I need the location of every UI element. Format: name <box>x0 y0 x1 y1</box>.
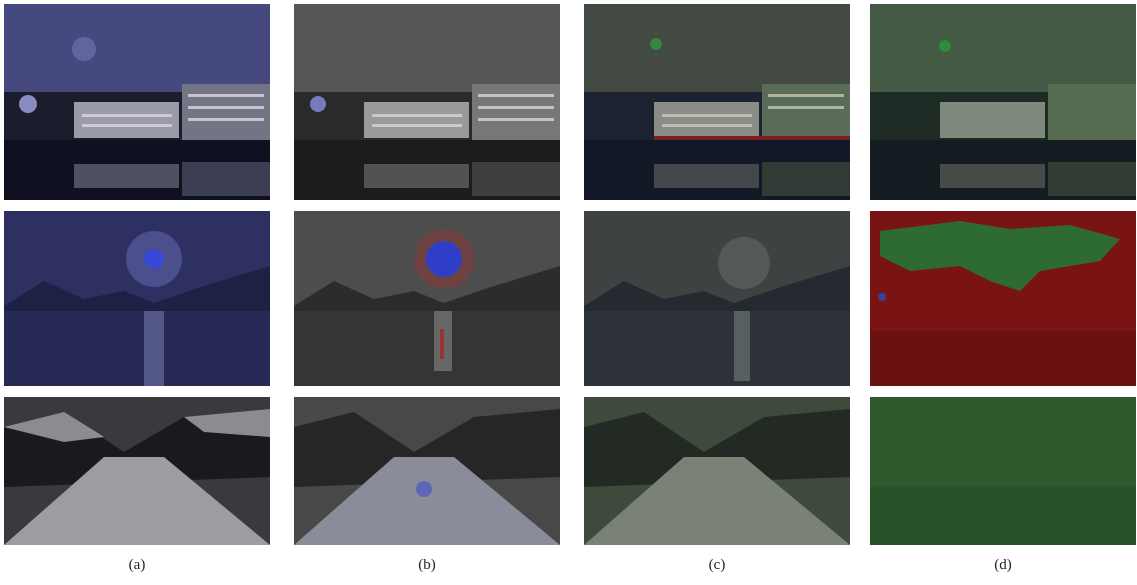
image-row2-c <box>584 211 850 386</box>
image-row3-a <box>4 397 270 545</box>
column-label-a: (a) <box>128 557 146 573</box>
image-row1-b <box>294 4 560 200</box>
column-label-d: (d) <box>994 557 1012 573</box>
image-row3-d <box>870 397 1136 545</box>
image-row1-d <box>870 4 1136 200</box>
image-row1-a <box>4 4 270 200</box>
column-label-b: (b) <box>418 557 436 573</box>
image-row3-c <box>584 397 850 545</box>
image-row2-a <box>4 211 270 386</box>
image-row2-d <box>870 211 1136 386</box>
image-row3-b <box>294 397 560 545</box>
image-row1-c <box>584 4 850 200</box>
image-row2-b <box>294 211 560 386</box>
column-label-c: (c) <box>708 557 726 573</box>
